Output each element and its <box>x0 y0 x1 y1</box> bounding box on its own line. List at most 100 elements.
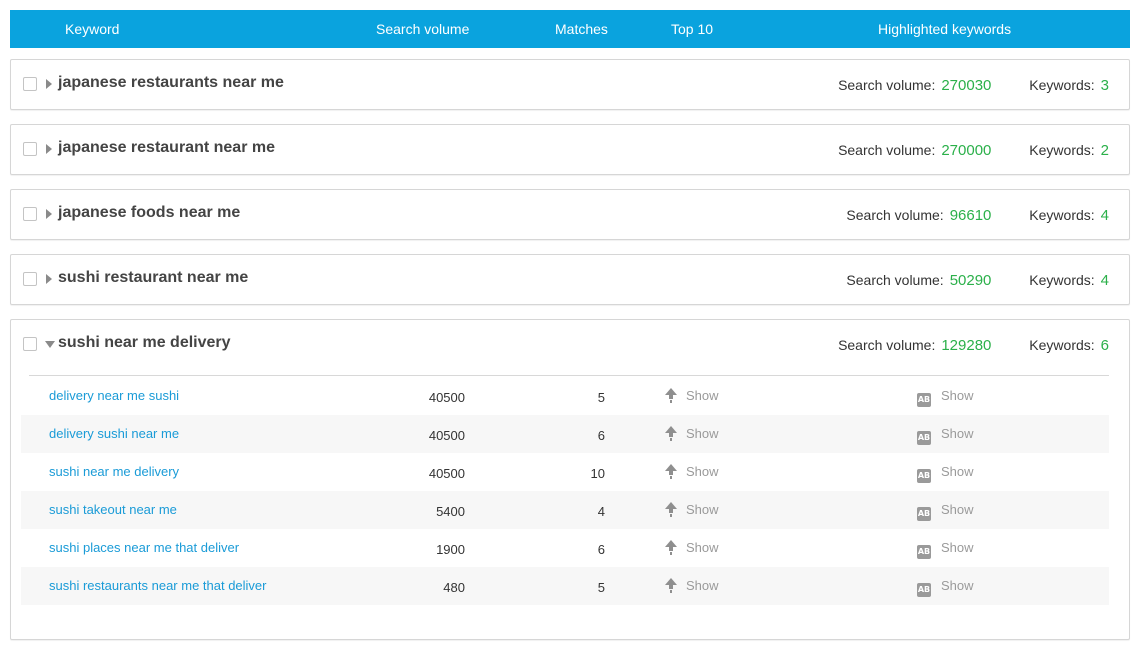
group-checkbox[interactable] <box>23 142 37 156</box>
header-matches[interactable]: Matches <box>555 21 608 37</box>
show-label: Show <box>686 578 719 593</box>
search-volume-value: 270030 <box>941 77 992 94</box>
keywords-label: Keywords: <box>1029 272 1095 288</box>
keyword-link[interactable]: sushi near me delivery <box>49 464 180 479</box>
highlight-show-button[interactable]: AB Show <box>917 578 974 597</box>
top10-show-button[interactable]: Show <box>665 388 719 403</box>
keyword-link[interactable]: delivery sushi near me <box>49 426 180 441</box>
highlight-show-button[interactable]: AB Show <box>917 388 974 407</box>
group-stats: Search volume: 270030 Keywords: 3 <box>838 77 1109 94</box>
search-volume-label: Search volume: <box>838 337 936 353</box>
keywords-label: Keywords: <box>1029 77 1095 93</box>
show-label: Show <box>686 502 719 517</box>
row-search-volume: 40500 <box>428 466 465 481</box>
keyword-link[interactable]: delivery near me sushi <box>49 388 180 403</box>
group-checkbox[interactable] <box>23 207 37 221</box>
expand-caret-icon[interactable] <box>46 209 52 219</box>
group-title[interactable]: japanese restaurants near me <box>58 74 284 91</box>
top10-show-button[interactable]: Show <box>665 426 719 441</box>
search-volume-value: 270000 <box>941 142 992 159</box>
keyword-link[interactable]: sushi takeout near me <box>49 502 177 517</box>
keywords-count: 6 <box>1100 337 1109 354</box>
expand-caret-icon[interactable] <box>46 79 52 89</box>
table-row: delivery sushi near me 40500 6 Show AB Sh… <box>21 415 1109 453</box>
keywords-count: 2 <box>1100 142 1109 159</box>
ab-icon: AB <box>917 545 931 559</box>
upload-icon <box>665 388 677 402</box>
upload-icon <box>665 464 677 478</box>
ab-icon: AB <box>917 583 931 597</box>
ab-icon: AB <box>917 393 931 407</box>
header-top10[interactable]: Top 10 <box>671 21 714 37</box>
top10-show-button[interactable]: Show <box>665 502 719 517</box>
keywords-count: 4 <box>1100 207 1109 224</box>
keywords-label: Keywords: <box>1029 337 1095 353</box>
group-checkbox[interactable] <box>23 337 37 351</box>
upload-icon <box>665 540 677 554</box>
row-search-volume: 40500 <box>428 428 465 443</box>
show-label: Show <box>941 426 974 441</box>
keyword-group-header[interactable]: sushi near me delivery Search volume: 129… <box>11 320 1129 369</box>
row-search-volume: 5400 <box>436 504 465 519</box>
divider <box>29 375 1109 376</box>
group-stats: Search volume: 270000 Keywords: 2 <box>838 142 1109 159</box>
top10-show-button[interactable]: Show <box>665 540 719 555</box>
row-matches: 4 <box>597 504 605 519</box>
upload-icon <box>665 426 677 440</box>
keywords-label: Keywords: <box>1029 207 1095 223</box>
group-checkbox[interactable] <box>23 77 37 91</box>
keyword-group-header[interactable]: japanese foods near me Search volume: 966… <box>11 190 1129 239</box>
highlight-show-button[interactable]: AB Show <box>917 426 974 445</box>
keyword-rows: delivery near me sushi 40500 5 Show AB Sh… <box>21 377 1109 605</box>
table-row: sushi places near me that deliver 1900 6… <box>21 529 1109 567</box>
highlight-show-button[interactable]: AB Show <box>917 464 974 483</box>
search-volume-value: 96610 <box>949 207 992 224</box>
keyword-group-expanded: sushi near me delivery Search volume: 129… <box>10 319 1130 640</box>
keyword-link[interactable]: sushi restaurants near me that deliver <box>49 578 267 593</box>
keywords-label: Keywords: <box>1029 142 1095 158</box>
header-keyword[interactable]: Keyword <box>65 21 120 37</box>
row-matches: 5 <box>597 580 605 595</box>
group-title[interactable]: sushi near me delivery <box>58 334 231 351</box>
table-header: Keyword Search volume Matches Top 10 Hig… <box>10 10 1130 48</box>
show-label: Show <box>686 540 719 555</box>
header-search-volume[interactable]: Search volume <box>376 21 470 37</box>
search-volume-label: Search volume: <box>846 207 944 223</box>
top10-show-button[interactable]: Show <box>665 464 719 479</box>
table-row: sushi restaurants near me that deliver 4… <box>21 567 1109 605</box>
ab-icon: AB <box>917 469 931 483</box>
row-matches: 10 <box>590 466 605 481</box>
show-label: Show <box>941 502 974 517</box>
collapse-caret-icon[interactable] <box>45 341 55 348</box>
top10-show-button[interactable]: Show <box>665 578 719 593</box>
expand-caret-icon[interactable] <box>46 274 52 284</box>
ab-icon: AB <box>917 431 931 445</box>
highlight-show-button[interactable]: AB Show <box>917 502 974 521</box>
row-matches: 6 <box>597 428 605 443</box>
highlight-show-button[interactable]: AB Show <box>917 540 974 559</box>
group-title[interactable]: sushi restaurant near me <box>58 269 249 286</box>
upload-icon <box>665 502 677 516</box>
group-checkbox[interactable] <box>23 272 37 286</box>
upload-icon <box>665 578 677 592</box>
group-title[interactable]: japanese foods near me <box>58 204 241 221</box>
keyword-group-header[interactable]: sushi restaurant near me Search volume: 5… <box>11 255 1129 304</box>
keyword-group: japanese restaurant near me Search volum… <box>10 124 1130 175</box>
search-volume-label: Search volume: <box>838 142 936 158</box>
group-title[interactable]: japanese restaurant near me <box>58 139 275 156</box>
ab-icon: AB <box>917 507 931 521</box>
expand-caret-icon[interactable] <box>46 144 52 154</box>
row-search-volume: 1900 <box>436 542 465 557</box>
keyword-group-header[interactable]: japanese restaurant near me Search volum… <box>11 125 1129 174</box>
keyword-link[interactable]: sushi places near me that deliver <box>49 540 240 555</box>
header-highlighted-keywords[interactable]: Highlighted keywords <box>878 21 1012 37</box>
row-matches: 5 <box>597 390 605 405</box>
search-volume-value: 129280 <box>941 337 992 354</box>
row-matches: 6 <box>597 542 605 557</box>
keyword-group: japanese restaurants near me Search volu… <box>10 59 1130 110</box>
show-label: Show <box>686 388 719 403</box>
show-label: Show <box>686 426 719 441</box>
keyword-group-header[interactable]: japanese restaurants near me Search volu… <box>11 60 1129 109</box>
table-row: delivery near me sushi 40500 5 Show AB Sh… <box>21 377 1109 415</box>
group-stats: Search volume: 129280 Keywords: 6 <box>838 337 1109 354</box>
